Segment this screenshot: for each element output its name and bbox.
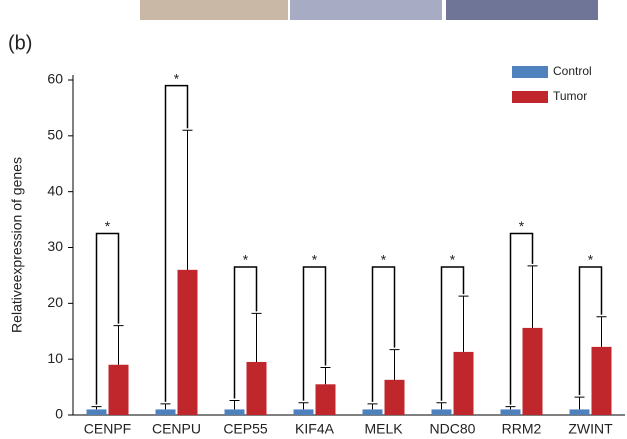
x-tick-label: ZWINT xyxy=(568,421,613,437)
bar xyxy=(247,362,267,415)
error-bar xyxy=(321,368,331,385)
bar xyxy=(432,409,452,415)
legend-swatch xyxy=(512,91,548,103)
legend-label: Tumor xyxy=(553,89,587,103)
x-tick-label: RRM2 xyxy=(502,421,542,437)
error-bar xyxy=(252,313,262,362)
tissue-image xyxy=(446,0,598,20)
error-bar xyxy=(437,403,447,410)
bar xyxy=(523,328,543,415)
y-axis-label: Relativeexpression of genes xyxy=(9,157,25,333)
bar xyxy=(156,409,176,415)
bar xyxy=(294,409,314,415)
x-tick-label: MELK xyxy=(364,421,403,437)
x-tick-label: NDC80 xyxy=(430,421,476,437)
bar xyxy=(225,409,245,415)
y-tick-label: 10 xyxy=(47,350,63,366)
significance-bracket xyxy=(304,267,326,401)
y-tick-label: 0 xyxy=(55,406,63,422)
bar xyxy=(363,409,383,415)
error-bar xyxy=(459,296,469,352)
significance-label: * xyxy=(174,70,180,86)
panel-label: (b) xyxy=(8,32,32,54)
error-bar xyxy=(92,407,102,410)
y-tick-label: 30 xyxy=(47,238,63,254)
bar xyxy=(316,384,336,415)
error-bar xyxy=(528,266,538,328)
legend-swatch xyxy=(512,66,548,78)
error-bar xyxy=(575,397,585,409)
bar xyxy=(454,352,474,415)
error-bar xyxy=(161,404,171,410)
bar xyxy=(87,409,107,415)
y-tick-label: 50 xyxy=(47,127,63,143)
x-tick-label: CENPF xyxy=(84,421,131,437)
x-tick-label: CENPU xyxy=(152,421,201,437)
legend-label: Control xyxy=(553,64,592,78)
significance-label: * xyxy=(243,252,249,268)
bar xyxy=(501,409,521,415)
bar xyxy=(592,347,612,415)
error-bar xyxy=(299,403,309,410)
x-tick-label: KIF4A xyxy=(295,421,335,437)
error-bar xyxy=(390,350,400,380)
significance-label: * xyxy=(588,252,594,268)
significance-label: * xyxy=(519,218,525,234)
error-bar xyxy=(183,130,193,270)
tissue-image xyxy=(140,0,288,20)
significance-label: * xyxy=(312,252,318,268)
y-tick-label: 60 xyxy=(47,71,63,87)
y-tick-label: 40 xyxy=(47,182,63,198)
error-bar xyxy=(506,407,516,410)
error-bar xyxy=(230,400,240,409)
bar xyxy=(178,270,198,415)
significance-label: * xyxy=(105,218,111,234)
significance-label: * xyxy=(381,252,387,268)
bar xyxy=(109,365,129,415)
bar xyxy=(570,409,590,415)
error-bar xyxy=(597,317,607,347)
chart: (b) Relativeexpression of genes 0 10 20 30 4… xyxy=(0,0,627,439)
significance-label: * xyxy=(450,252,456,268)
bar xyxy=(385,380,405,415)
x-tick-label: CEP55 xyxy=(223,421,268,437)
error-bar xyxy=(368,404,378,410)
y-tick-label: 20 xyxy=(47,294,63,310)
tissue-image xyxy=(290,0,442,20)
error-bar xyxy=(114,326,124,365)
